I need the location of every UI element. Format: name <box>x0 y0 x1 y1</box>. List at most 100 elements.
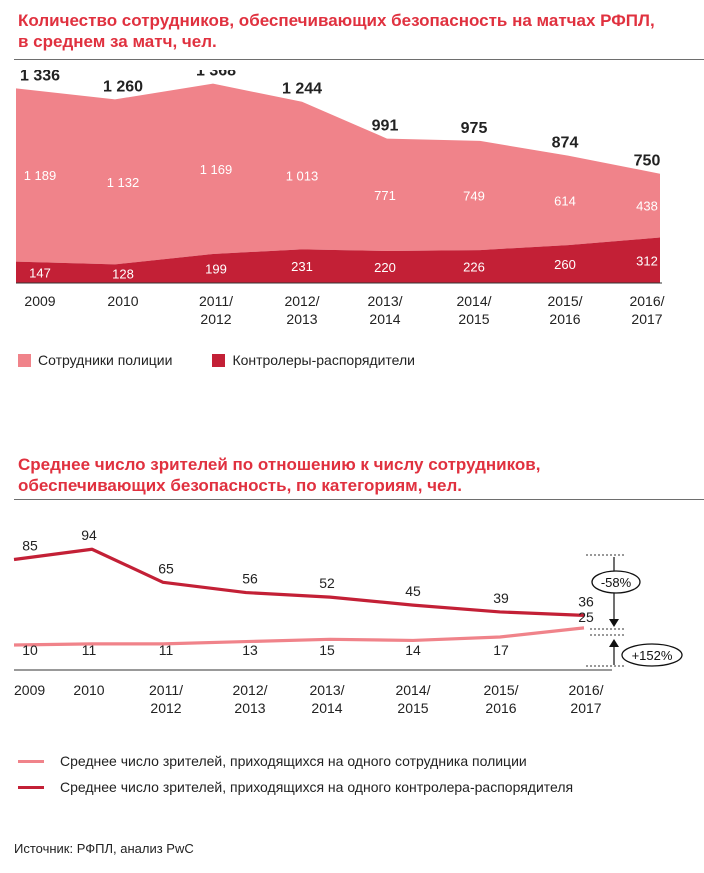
steward-value-label: 39 <box>493 590 509 606</box>
steward-value-label: 94 <box>81 527 97 543</box>
annotation-decrease: -58% <box>601 575 632 590</box>
source-note: Источник: РФПЛ, анализ PwC <box>14 841 194 856</box>
x-tick-label: 2016/ <box>629 293 664 309</box>
chart1-title: Количество сотрудников, обеспечивающих б… <box>18 10 655 52</box>
annotation-oval-decrease <box>591 570 641 594</box>
total-label: 1 244 <box>282 81 322 98</box>
police-value-label: 1 169 <box>200 162 233 177</box>
police-value-label: 1 013 <box>286 169 319 184</box>
x-tick-label-line2: 2017 <box>631 311 662 327</box>
x-tick-label: 2009 <box>14 682 45 698</box>
police-value-label: 11 <box>159 642 174 658</box>
police-value-label: 13 <box>242 642 258 658</box>
x-tick-label: 2013/ <box>309 682 344 698</box>
annotation-increase: +152% <box>632 648 673 663</box>
arrow-decrease-head <box>609 619 619 627</box>
steward-value-label: 65 <box>158 560 174 576</box>
legend-swatch-police <box>18 353 31 367</box>
police-value-label: 1 189 <box>24 168 57 183</box>
police-value-label: 749 <box>463 188 485 203</box>
stewards-value-label: 128 <box>112 267 134 282</box>
x-tick-label: 2011/ <box>149 682 183 698</box>
x-tick-label-line2: 2015 <box>397 700 428 716</box>
chart1-title-rule <box>14 59 704 60</box>
police-value-label: 15 <box>319 642 335 658</box>
arrow-increase-head <box>609 639 619 647</box>
x-tick-label-line2: 2014 <box>311 700 342 716</box>
police-value-label: 771 <box>374 188 396 203</box>
legend-line-steward <box>18 785 44 789</box>
x-tick-label: 2015/ <box>483 682 518 698</box>
stewards-value-label: 226 <box>463 260 485 275</box>
stewards-value-label: 231 <box>291 259 313 274</box>
x-tick-label: 2014/ <box>395 682 430 698</box>
x-tick-label: 2013/ <box>367 293 402 309</box>
x-tick-label-line2: 2014 <box>369 311 400 327</box>
legend-line-police <box>18 759 44 763</box>
area-police <box>16 83 660 265</box>
stewards-value-label: 260 <box>554 257 576 272</box>
legend-label-police: Сотрудники полиции <box>38 352 173 368</box>
x-tick-label-line2: 2017 <box>570 700 601 716</box>
chart2-title-line1: Среднее число зрителей по отношению к чи… <box>18 455 541 474</box>
x-tick-label-line2: 2012 <box>150 700 181 716</box>
legend-swatch-stewards <box>212 353 226 367</box>
x-tick-label: 2012/ <box>284 293 319 309</box>
x-tick-label-line2: 2012 <box>200 311 231 327</box>
police-value-label: 17 <box>493 642 509 658</box>
police-value-label: 14 <box>405 642 421 658</box>
area-stewards <box>16 237 660 283</box>
chart1-stacked-area: 1 336 1 189 147 2009 1 260 1 132 128 2010 1 368 1… <box>16 70 665 327</box>
total-label: 975 <box>461 120 488 137</box>
police-value-label: 1 132 <box>107 175 140 190</box>
total-label: 1 368 <box>196 70 236 80</box>
legend-label-spectators-per-police: Среднее число зрителей, приходящихся на … <box>60 753 527 769</box>
x-tick-label: 2012/ <box>232 682 267 698</box>
x-tick-label: 2010 <box>107 293 138 309</box>
line-spectators-per-police <box>13 626 585 647</box>
steward-value-label: 52 <box>319 575 335 591</box>
steward-value-label: 45 <box>405 583 421 599</box>
stewards-value-label: 147 <box>29 265 51 280</box>
legend-label-stewards: Контролеры-распорядители <box>232 352 415 368</box>
legend-item-police: Сотрудники полиции <box>18 352 172 368</box>
stewards-value-label: 199 <box>205 262 227 277</box>
chart2-title: Среднее число зрителей по отношению к чи… <box>18 454 540 496</box>
steward-value-label: 56 <box>242 571 258 587</box>
chart1-legend: Сотрудники полиции Контролеры-распорядит… <box>18 352 455 368</box>
stewards-value-label: 220 <box>374 260 396 275</box>
legend-item-spectators-per-police: Среднее число зрителей, приходящихся на … <box>18 748 573 774</box>
steward-value-label: 36 <box>578 593 594 609</box>
x-tick-label-line2: 2013 <box>286 311 317 327</box>
total-label: 1 260 <box>103 78 143 95</box>
chart2-title-rule <box>14 499 704 500</box>
chart2-legend: Среднее число зрителей, приходящихся на … <box>18 748 573 800</box>
police-value-label: 10 <box>22 642 38 658</box>
total-label: 1 336 <box>20 70 60 84</box>
x-tick-label-line2: 2016 <box>485 700 516 716</box>
line-spectators-per-steward <box>13 547 585 617</box>
police-value-label: 25 <box>578 609 594 625</box>
annotation-oval-increase <box>621 643 683 667</box>
chart1-title-line1: Количество сотрудников, обеспечивающих б… <box>18 11 655 30</box>
police-value-label: 614 <box>554 193 576 208</box>
x-tick-label: 2010 <box>73 682 104 698</box>
x-tick-label-line2: 2015 <box>458 311 489 327</box>
x-tick-label: 2014/ <box>456 293 491 309</box>
stewards-value-label: 312 <box>636 253 658 268</box>
x-tick-label: 2011/ <box>199 293 233 309</box>
total-label: 991 <box>372 118 399 135</box>
x-tick-label-line2: 2016 <box>549 311 580 327</box>
legend-item-stewards: Контролеры-распорядители <box>212 352 415 368</box>
x-tick-label-line2: 2013 <box>234 700 265 716</box>
police-value-label: 438 <box>636 199 658 214</box>
chart2-line: 85 94 65 56 52 45 39 36 10 11 11 13 15 14 17 25 2009 2010… <box>13 527 683 716</box>
steward-value-label: 85 <box>22 538 38 554</box>
x-tick-label: 2015/ <box>547 293 582 309</box>
x-tick-label: 2016/ <box>568 682 603 698</box>
total-label: 750 <box>634 153 661 170</box>
legend-label-spectators-per-steward: Среднее число зрителей, приходящихся на … <box>60 779 574 795</box>
police-value-label: 11 <box>82 642 97 658</box>
chart1-title-line2: в среднем за матч, чел. <box>18 32 217 51</box>
chart2-title-line2: обеспечивающих безопасность, по категори… <box>18 476 462 495</box>
